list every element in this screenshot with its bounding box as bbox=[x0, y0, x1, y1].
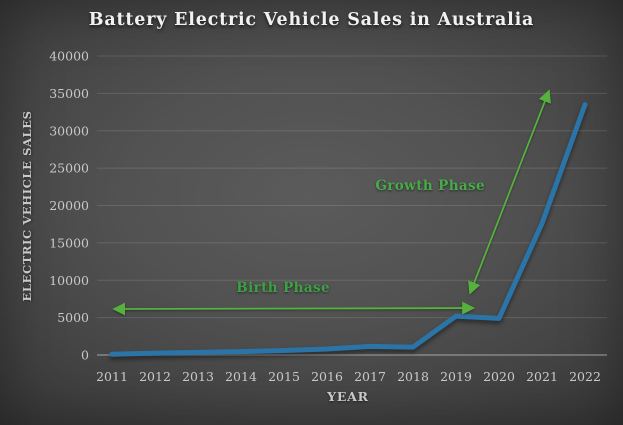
y-tick-label: 35000 bbox=[49, 86, 89, 101]
growth-phase-arrow bbox=[468, 89, 551, 295]
x-tick-label: 2019 bbox=[440, 369, 472, 384]
x-tick-label: 2011 bbox=[96, 369, 128, 384]
birth-phase-label: Birth Phase bbox=[236, 280, 330, 297]
y-tick-label: 0 bbox=[81, 348, 89, 363]
y-tick-label: 25000 bbox=[49, 161, 89, 176]
y-tick-label: 10000 bbox=[49, 273, 89, 288]
x-tick-label: 2013 bbox=[182, 369, 214, 384]
x-tick-label: 2022 bbox=[569, 369, 601, 384]
annotation-arrows bbox=[112, 89, 551, 316]
x-tick-label: 2021 bbox=[526, 369, 558, 384]
chart-title: Battery Electric Vehicle Sales in Austra… bbox=[88, 10, 535, 30]
birth-phase-arrow bbox=[112, 301, 476, 316]
y-tick-label: 40000 bbox=[49, 49, 89, 64]
x-tick-label: 2012 bbox=[139, 369, 171, 384]
data-series bbox=[109, 102, 588, 357]
y-tick-label: 20000 bbox=[49, 198, 89, 213]
x-tick-label: 2017 bbox=[354, 369, 386, 384]
x-axis-title: YEAR bbox=[327, 389, 369, 404]
x-tick-label: 2016 bbox=[311, 369, 343, 384]
x-tick-label: 2014 bbox=[225, 369, 257, 384]
y-tick-label: 30000 bbox=[49, 123, 89, 138]
gridlines bbox=[97, 55, 607, 356]
growth-phase-label: Growth Phase bbox=[375, 178, 486, 195]
x-tick-label: 2020 bbox=[483, 369, 515, 384]
bev-sales-line bbox=[109, 102, 588, 357]
y-tick-label: 5000 bbox=[57, 310, 89, 325]
x-tick-label: 2015 bbox=[268, 369, 300, 384]
y-tick-label: 15000 bbox=[49, 235, 89, 250]
x-tick-label: 2018 bbox=[397, 369, 429, 384]
axis-tick-labels: 0 5000 10000 15000 20000 25000 30000 35000 40000… bbox=[49, 49, 601, 385]
